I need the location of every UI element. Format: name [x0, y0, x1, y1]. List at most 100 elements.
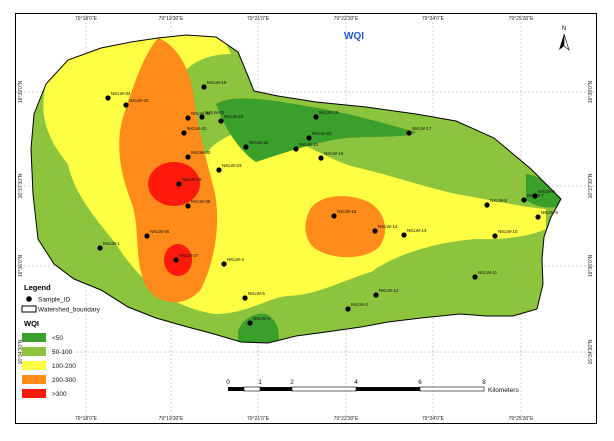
sample-point [318, 155, 324, 161]
lon-label-bottom: 79°18'0"E [75, 416, 98, 422]
sample-id-legend-symbol [26, 296, 32, 302]
watershed-boundary [30, 34, 562, 344]
sample-label: NKLW-10 [498, 229, 518, 234]
sample-label: NKLW-24 [224, 114, 244, 119]
graticule-labels: 79°18'0"E 79°19'30"E 79°21'0"E 79°22'30"… [18, 16, 594, 422]
legend-swatch-100-200 [22, 361, 46, 370]
sample-label: NKLW-33 [129, 98, 149, 103]
lat-label-right: 16°34'30"N [588, 339, 594, 364]
sample-label: NKLW-17 [412, 126, 432, 131]
lat-label-right: 16°36'0"N [588, 254, 594, 277]
sample-label: NKLW-8 [490, 198, 507, 203]
sample-point [242, 295, 248, 301]
sample-label: NKLW-27 [179, 253, 199, 258]
sample-label: NKLW-1 [103, 241, 120, 246]
lat-label-right: 16°37'30"N [588, 173, 594, 198]
lat-label-left: 16°39'0"N [18, 80, 24, 103]
legend-swatch-lt50 [22, 333, 46, 342]
lon-label-top: 79°18'0"E [75, 16, 98, 22]
zone-lt50-north [216, 98, 416, 162]
north-arrow: N [559, 26, 570, 51]
sample-point [313, 114, 319, 120]
sample-point [221, 261, 227, 267]
scale-unit: Kilometers [488, 387, 519, 394]
sample-label: NKLW-6 [538, 189, 555, 194]
legend: Legend Sample_ID Watershed_boundary WQI … [21, 283, 101, 398]
sample-label: NKLW-21 [299, 142, 319, 147]
sample-point [185, 154, 191, 160]
sample-point [492, 233, 498, 239]
legend-class-50-100: 50-100 [52, 349, 73, 356]
sample-point [406, 130, 412, 136]
legend-swatch-200-300 [22, 375, 46, 384]
legend-boundary: Watershed_boundary [38, 307, 101, 314]
scale-tick-6: 6 [418, 379, 422, 386]
sample-point [173, 257, 179, 263]
lat-label-left: 16°37'30"N [18, 173, 24, 198]
legend-class-100-200: 100-200 [52, 363, 76, 370]
sample-label: NKLW-2 [351, 302, 368, 307]
sample-point [201, 84, 207, 90]
sample-label: NKLW-20 [312, 131, 332, 136]
sample-label: NKLW-26 [150, 229, 170, 234]
scale-tick-1: 1 [258, 379, 262, 386]
zone-200-300-centre [305, 196, 386, 258]
map-frame: NKLW-34 NKLW-33 NKLW-18 NKLW-25 NKLW-32 NKLW-… [15, 13, 597, 424]
sample-point [484, 202, 490, 208]
lon-label-bottom: 79°22'30"E [334, 416, 359, 422]
lon-label-top: 79°22'30"E [334, 16, 359, 22]
sample-label: NKLW-31 [187, 126, 207, 131]
lon-label-bottom: 79°21'0"E [247, 416, 270, 422]
sample-label: NKLW-4 [227, 257, 244, 262]
sample-point [216, 167, 222, 173]
lon-label-top: 79°24'0"E [422, 16, 445, 22]
sample-label: NKLW-25 [205, 110, 225, 115]
sample-label: NKLW-23 [222, 163, 242, 168]
lon-label-bottom: 79°19'30"E [159, 416, 184, 422]
legend-class-lt50: <50 [52, 335, 63, 342]
sample-point [218, 118, 224, 124]
sample-point [123, 102, 129, 108]
sample-point [472, 274, 478, 280]
wqi-zones [31, 35, 561, 343]
sample-point [247, 320, 253, 326]
zone-gt300-north [148, 162, 200, 206]
sample-point [105, 95, 111, 101]
sample-point [144, 233, 150, 239]
sample-label: NKLW-29 [182, 177, 202, 182]
sample-label: NKLW-30 [191, 150, 211, 155]
sample-point [345, 306, 351, 312]
sample-label: NKLW-22 [249, 140, 269, 145]
lon-label-top: 79°19'30"E [159, 16, 184, 22]
sample-label: NKLW-32 [191, 111, 211, 116]
scale-tick-8: 8 [482, 379, 486, 386]
legend-class-gt300: >300 [52, 391, 67, 398]
legend-title: Legend [24, 283, 51, 292]
north-arrow-label: N [562, 26, 566, 32]
sample-point [373, 292, 379, 298]
sample-label: NKLW-12 [379, 288, 399, 293]
sample-label: NKLW-7 [527, 193, 544, 198]
sample-label: NKLW-5 [248, 291, 265, 296]
lat-label-left: 16°34'30"N [18, 339, 24, 364]
sample-point [401, 232, 407, 238]
lon-label-top: 79°25'30"E [509, 16, 534, 22]
sample-point [535, 214, 541, 220]
sample-label: NKLW-3 [253, 316, 270, 321]
legend-class-200-300: 200-300 [52, 377, 76, 384]
map-canvas: NKLW-34NKLW-33NKLW-18NKLW-25NKLW-32NKLW-… [16, 14, 596, 423]
scale-bar: 0 1 2 4 6 8 Kilometers [226, 379, 519, 394]
lat-label-right: 16°39'0"N [588, 80, 594, 103]
sample-label: NKLW-14 [378, 224, 398, 229]
sample-label: NKLW-11 [478, 270, 498, 275]
sample-label: NKLW-28 [191, 199, 211, 204]
sample-point [532, 193, 538, 199]
sample-point [185, 115, 191, 121]
lon-label-bottom: 79°25'30"E [509, 416, 534, 422]
lon-label-top: 79°21'0"E [247, 16, 270, 22]
legend-swatch-50-100 [22, 347, 46, 356]
zone-lt50-east [526, 174, 561, 208]
sample-point [97, 245, 103, 251]
sample-point [306, 135, 312, 141]
